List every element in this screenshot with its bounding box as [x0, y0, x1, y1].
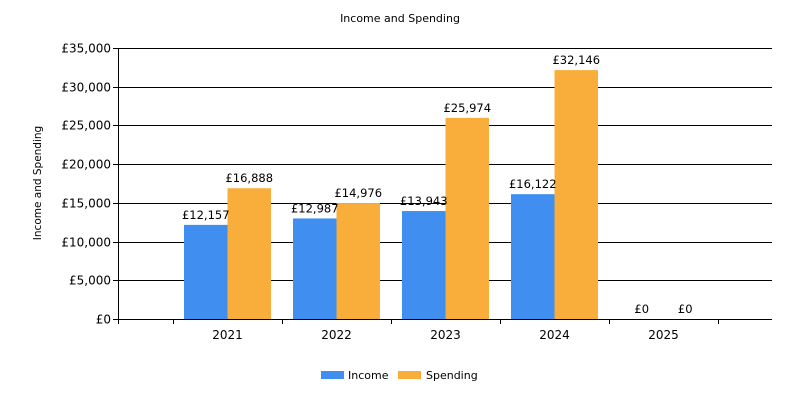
- y-tick-label: £20,000: [61, 158, 111, 172]
- chart-title: Income and Spending: [340, 12, 460, 25]
- y-tick-label: £10,000: [61, 236, 111, 250]
- y-tick-label: £30,000: [61, 81, 111, 95]
- data-label-spending-2025: £0: [678, 302, 693, 316]
- y-tick-label: £35,000: [61, 42, 111, 56]
- bar-spending-2024: [554, 70, 598, 319]
- data-label-income-2025: £0: [634, 302, 649, 316]
- bar-spending-2023: [445, 117, 489, 320]
- data-label-income-2021: £12,157: [182, 208, 230, 222]
- data-labels: £12,157 £12,987 £13,943 £16,122 £0 £16,888 £14…: [182, 53, 693, 316]
- data-label-spending-2021: £16,888: [225, 171, 273, 185]
- data-label-spending-2022: £14,976: [334, 186, 382, 200]
- legend-label-income: Income: [348, 369, 389, 382]
- x-tick-label: 2021: [212, 328, 243, 342]
- legend: Income Spending: [321, 369, 478, 382]
- data-label-income-2022: £12,987: [291, 201, 339, 215]
- data-label-income-2023: £13,943: [400, 194, 448, 208]
- data-label-income-2024: £16,122: [509, 177, 557, 191]
- x-tick-label: 2024: [539, 328, 570, 342]
- y-tick-label: £15,000: [61, 197, 111, 211]
- y-tick-label: £5,000: [69, 274, 111, 288]
- bar-income-2023: [402, 211, 446, 319]
- y-tick-label: £0: [96, 313, 111, 327]
- x-tick-label: 2023: [430, 328, 461, 342]
- legend-swatch-spending: [398, 371, 421, 379]
- legend-label-spending: Spending: [426, 369, 478, 382]
- y-axis-title: Income and Spending: [32, 126, 44, 240]
- data-label-spending-2024: £32,146: [552, 53, 600, 67]
- x-tick-label: 2025: [648, 328, 679, 342]
- data-label-spending-2023: £25,974: [443, 101, 491, 115]
- bar-income-2021: [184, 224, 228, 319]
- bar-income-2022: [293, 218, 337, 319]
- y-tick-label: £25,000: [61, 119, 111, 133]
- axes: £0 £5,000 £10,000 £15,000 £20,000 £25,000 £30,…: [61, 42, 772, 342]
- bar-income-2024: [511, 194, 555, 319]
- bar-spending-2021: [227, 188, 271, 319]
- legend-swatch-income: [321, 371, 344, 379]
- bars: [184, 70, 598, 320]
- bar-spending-2022: [336, 203, 380, 319]
- x-tick-label: 2022: [321, 328, 352, 342]
